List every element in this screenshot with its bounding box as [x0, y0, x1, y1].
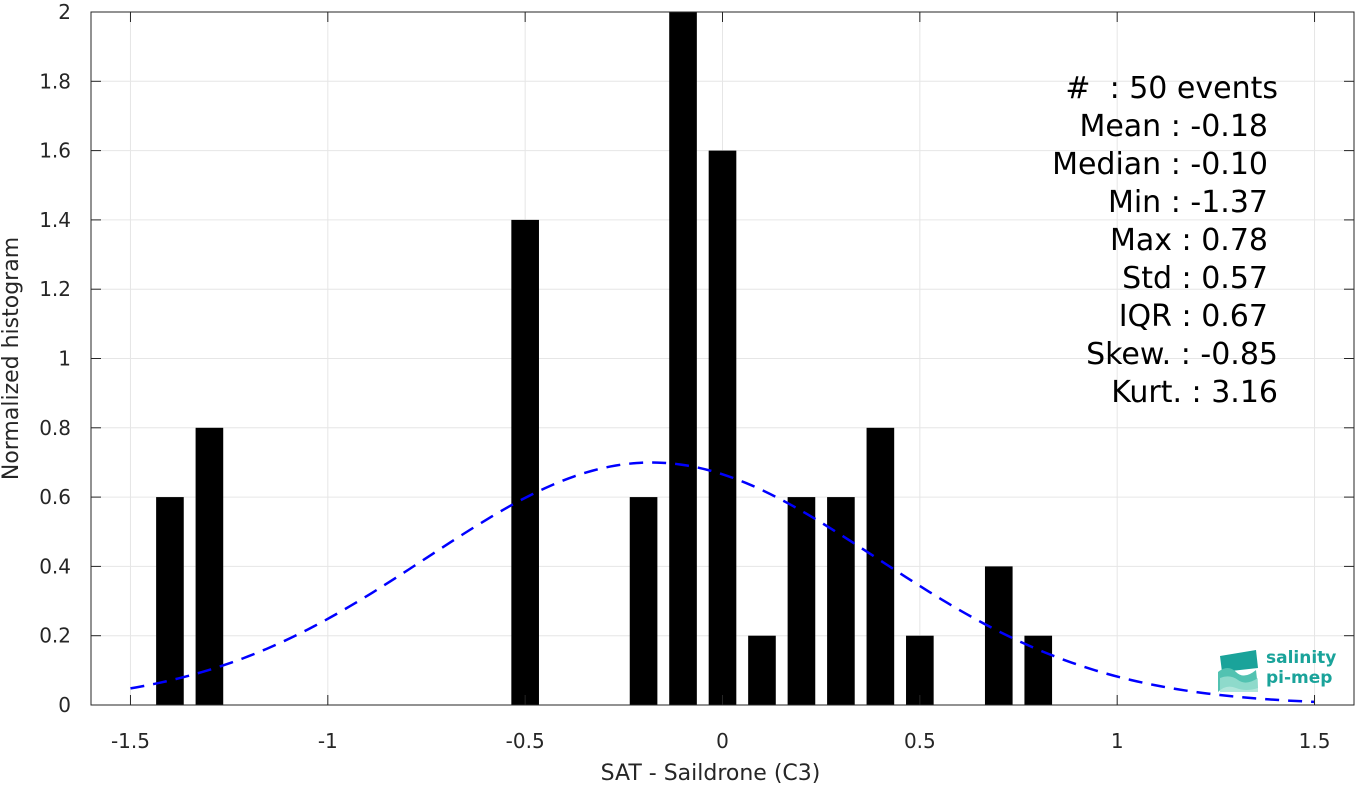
stat-min: Min : -1.37 [1107, 185, 1268, 220]
y-axis-label: Normalized histogram [0, 237, 24, 480]
histogram-bar [787, 497, 816, 705]
x-tick-label: 0 [716, 729, 729, 753]
stat-std: Std : 0.57 [1122, 261, 1268, 296]
histogram-bars [156, 12, 1053, 706]
histogram-bar [669, 12, 697, 705]
logo-text: salinity pi-mep [1266, 648, 1336, 688]
x-tick-label: 1 [1111, 729, 1124, 753]
x-tick-label: -1 [318, 729, 338, 753]
wave-logo-icon [1218, 650, 1258, 692]
logo-line1: salinity [1266, 648, 1337, 668]
salinity-pimep-logo: salinity pi-mep [1216, 646, 1346, 696]
y-tick-label: 1 [58, 347, 71, 371]
stat-max: Max : 0.78 [1110, 223, 1268, 258]
x-tick-label: -1.5 [111, 729, 150, 753]
y-tick-label: 1.6 [39, 139, 71, 163]
histogram-bar [708, 150, 737, 706]
logo-line2: pi-mep [1266, 668, 1333, 688]
y-tick-label: 1.8 [39, 69, 71, 93]
normal-fit-curve [130, 461, 1315, 704]
stat-median: Median : -0.10 [1052, 147, 1268, 182]
histogram-bar [156, 497, 184, 705]
statistics-panel: # : 50 events Mean : -0.18 Median : -0.1… [1052, 70, 1278, 412]
y-tick-label: 1.2 [39, 277, 71, 301]
stat-mean: Mean : -0.18 [1079, 109, 1268, 144]
y-tick-label: 1.4 [39, 208, 71, 232]
histogram-bar [629, 497, 658, 705]
y-tick-label: 0.8 [39, 416, 71, 440]
stat-events: # : 50 events [1065, 71, 1278, 106]
stat-kurt: Kurt. : 3.16 [1111, 375, 1278, 410]
histogram-bar [748, 635, 776, 705]
y-tick-label: 2 [58, 0, 71, 24]
y-tick-label: 0.2 [39, 624, 71, 648]
y-tick-label: 0.6 [39, 485, 71, 509]
stat-skew: Skew. : -0.85 [1086, 337, 1278, 372]
histogram-bar [1024, 635, 1053, 705]
stat-iqr: IQR : 0.67 [1118, 299, 1268, 334]
x-axis-ticks: -1.5 -1 -0.5 0 0.5 1 1.5 [111, 12, 1330, 753]
y-tick-label: 0.4 [39, 554, 71, 578]
histogram-bar [827, 497, 855, 705]
y-tick-label: 0 [58, 693, 71, 717]
histogram-bar [906, 635, 934, 705]
x-tick-label: 0.5 [904, 729, 936, 753]
x-axis-label: SAT - Saildrone (C3) [601, 761, 821, 785]
x-tick-label: -0.5 [506, 729, 545, 753]
x-tick-label: 1.5 [1299, 729, 1331, 753]
y-axis-ticks: 0 0.2 0.4 0.6 0.8 1 1.2 1.4 1.6 1.8 2 [39, 0, 1354, 717]
histogram-bar [511, 219, 539, 705]
histogram-bar [195, 427, 224, 705]
